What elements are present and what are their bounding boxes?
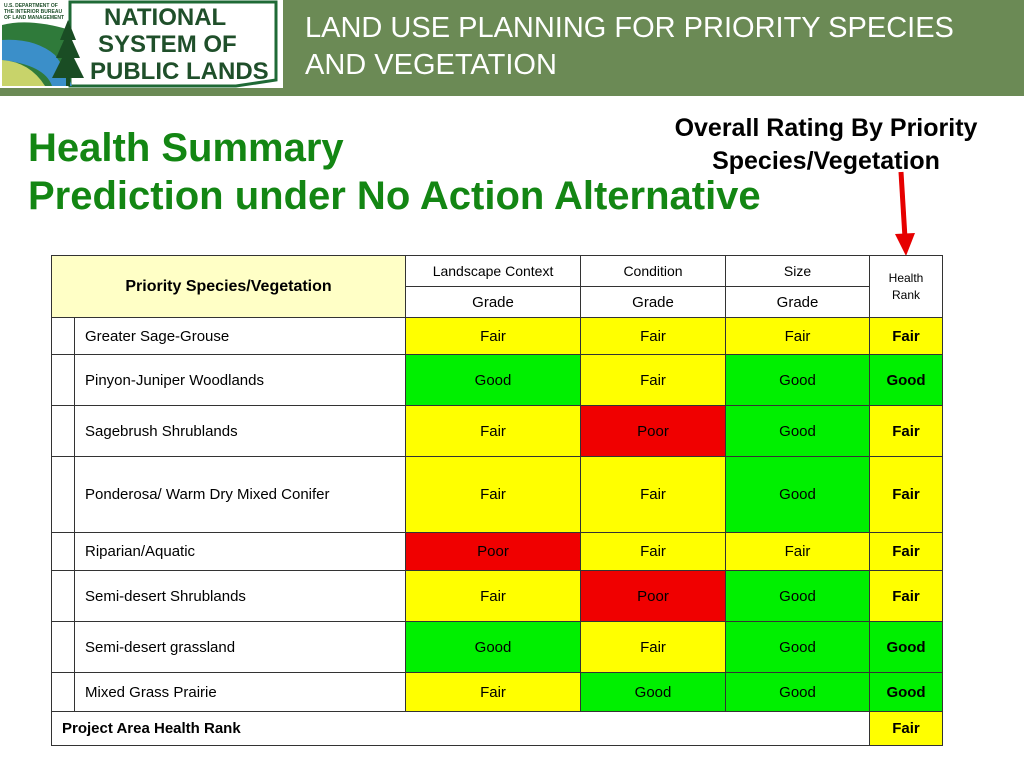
row-marker-cell (51, 354, 75, 406)
row-marker-cell (51, 621, 75, 673)
table-subheader-row: Grade Grade Grade (52, 286, 943, 318)
table-row: Semi-desert Shrublands Fair Poor Good Fair (51, 570, 944, 622)
row-marker-cell (51, 317, 75, 355)
table-row: Semi-desert grassland Good Fair Good Good (51, 621, 944, 673)
logo-line-1: NATIONAL (104, 4, 227, 31)
header-priority-species: Priority Species/Vegetation (50, 255, 407, 318)
species-name-cell: Mixed Grass Prairie (73, 672, 407, 712)
table-row: Greater Sage-Grouse Fair Fair Fair Fair (51, 317, 944, 355)
landscape-grade-cell: Fair (405, 317, 582, 355)
header-landscape-context: Landscape Context (405, 255, 582, 287)
banner-line-1: LAND USE PLANNING FOR PRIORITY SPECIES (305, 12, 954, 44)
species-name-cell: Semi-desert grassland (73, 621, 407, 673)
health-rank-cell: Fair (869, 532, 944, 571)
row-marker-cell (51, 405, 75, 457)
condition-grade-cell: Fair (580, 532, 727, 571)
logo-agency-text: U.S. DEPARTMENT OF THE INTERIOR BUREAU O… (4, 3, 64, 21)
logo-line-3: PUBLIC LANDS (90, 58, 269, 85)
blm-logo: U.S. DEPARTMENT OF THE INTERIOR BUREAU O… (0, 0, 283, 88)
table-footer-row: Project Area Health Rank Fair (50, 711, 944, 746)
health-rank-cell: Good (869, 672, 944, 712)
condition-grade-cell: Poor (580, 405, 727, 457)
subheader-grade: Grade (405, 286, 582, 318)
table-row: Ponderosa/ Warm Dry Mixed Conifer Fair Fai… (51, 456, 944, 533)
title-line-1: Health Summary (28, 126, 344, 170)
health-rank-cell: Fair (869, 456, 944, 533)
banner-line-2: AND VEGETATION (305, 49, 557, 81)
condition-grade-cell: Poor (580, 570, 727, 622)
table-row: Pinyon-Juniper Woodlands Good Fair Good Good (51, 354, 944, 406)
header-size: Size (725, 255, 871, 287)
table-header-row: Priority Species/Vegetation Landscape Co… (50, 255, 944, 318)
size-grade-cell: Good (725, 621, 871, 673)
landscape-grade-cell: Poor (405, 532, 582, 571)
size-grade-cell: Good (725, 405, 871, 457)
size-grade-cell: Fair (725, 532, 871, 571)
health-rank-cell: Good (869, 354, 944, 406)
species-name-cell: Ponderosa/ Warm Dry Mixed Conifer (73, 456, 407, 533)
condition-grade-cell: Good (580, 672, 727, 712)
health-rank-cell: Fair (869, 405, 944, 457)
row-marker-cell (51, 570, 75, 622)
header-condition: Condition (580, 255, 727, 287)
row-marker-cell (51, 672, 75, 712)
row-marker-cell (51, 532, 75, 571)
title-line-2: Prediction under No Action Alternative (28, 174, 761, 218)
condition-grade-cell: Fair (580, 354, 727, 406)
health-rank-cell: Good (869, 621, 944, 673)
species-name-cell: Riparian/Aquatic (73, 532, 407, 571)
banner-title: LAND USE PLANNING FOR PRIORITY SPECIES A… (305, 10, 1015, 84)
landscape-grade-cell: Good (405, 621, 582, 673)
species-name-cell: Greater Sage-Grouse (73, 317, 407, 355)
species-name-cell: Sagebrush Shrublands (73, 405, 407, 457)
table-row: Riparian/Aquatic Poor Fair Fair Fair (51, 532, 944, 571)
size-grade-cell: Good (725, 570, 871, 622)
callout-line-1: Overall Rating By Priority (674, 114, 978, 142)
condition-grade-cell: Fair (580, 317, 727, 355)
landscape-grade-cell: Good (405, 354, 582, 406)
header-bar: U.S. DEPARTMENT OF THE INTERIOR BUREAU O… (0, 0, 1024, 96)
logo-line-2: SYSTEM OF (98, 31, 237, 58)
callout-line-2: Species/Vegetation (712, 147, 940, 175)
size-grade-cell: Fair (725, 317, 871, 355)
table-row: Sagebrush Shrublands Fair Poor Good Fair (51, 405, 944, 457)
size-grade-cell: Good (725, 672, 871, 712)
row-marker-cell (51, 456, 75, 533)
health-rank-cell: Fair (869, 317, 944, 355)
logo-emblem-icon (0, 0, 283, 88)
landscape-grade-cell: Fair (405, 405, 582, 457)
footer-label: Project Area Health Rank (50, 711, 871, 746)
health-rank-cell: Fair (869, 570, 944, 622)
health-summary-table: Priority Species/Vegetation Landscape Co… (50, 255, 944, 746)
condition-grade-cell: Fair (580, 621, 727, 673)
landscape-grade-cell: Fair (405, 570, 582, 622)
landscape-grade-cell: Fair (405, 456, 582, 533)
condition-grade-cell: Fair (580, 456, 727, 533)
size-grade-cell: Good (725, 354, 871, 406)
table-row: Mixed Grass Prairie Fair Good Good Good (51, 672, 944, 712)
footer-rank: Fair (869, 711, 944, 746)
header-health-rank: Health Rank (869, 255, 944, 318)
landscape-grade-cell: Fair (405, 672, 582, 712)
subheader-grade: Grade (725, 286, 871, 318)
species-name-cell: Semi-desert Shrublands (73, 570, 407, 622)
species-name-cell: Pinyon-Juniper Woodlands (73, 354, 407, 406)
rating-callout: Overall Rating By Priority Species/Veget… (650, 112, 1002, 178)
size-grade-cell: Good (725, 456, 871, 533)
page-title: Health Summary Prediction under No Actio… (28, 124, 761, 220)
subheader-grade: Grade (580, 286, 727, 318)
